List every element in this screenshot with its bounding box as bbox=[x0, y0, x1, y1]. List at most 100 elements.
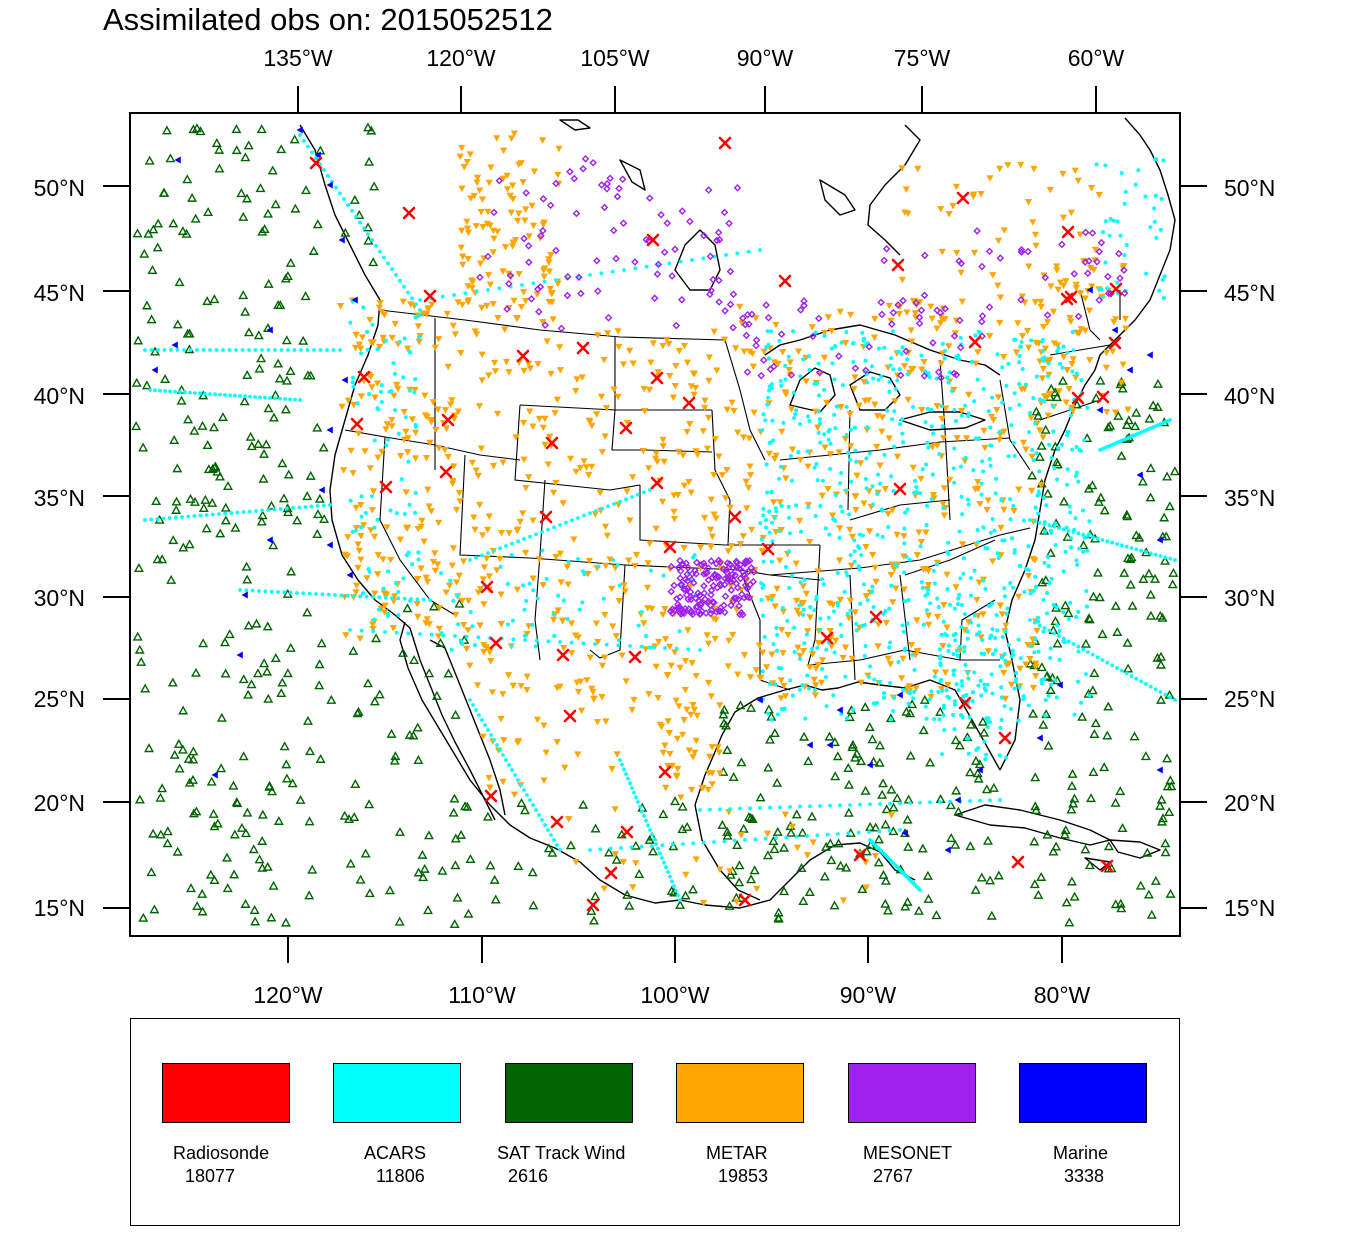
acars-marker bbox=[1110, 540, 1115, 545]
mesonet-marker bbox=[745, 593, 754, 602]
acars-marker bbox=[677, 629, 682, 634]
acars-marker bbox=[1045, 374, 1050, 379]
acars-marker bbox=[1000, 400, 1005, 405]
metar-marker bbox=[781, 389, 789, 396]
acars-marker bbox=[851, 341, 856, 346]
sat-track-wind-marker bbox=[449, 793, 460, 803]
mesonet-marker bbox=[707, 586, 716, 595]
acars-marker bbox=[339, 593, 344, 598]
mesonet-marker bbox=[733, 559, 741, 567]
mesonet-marker bbox=[674, 600, 682, 609]
marine-marker bbox=[174, 156, 181, 164]
sat-track-wind-marker bbox=[1080, 638, 1091, 648]
coastline bbox=[299, 124, 411, 629]
acars-marker bbox=[383, 338, 388, 343]
sat-track-wind-marker bbox=[873, 834, 884, 844]
sat-track-wind-marker bbox=[513, 861, 524, 871]
observations-layer bbox=[131, 122, 1180, 929]
acars-marker bbox=[1072, 712, 1077, 717]
metar-marker bbox=[1024, 641, 1032, 649]
sat-track-wind-marker bbox=[1063, 608, 1074, 618]
metar-marker bbox=[723, 467, 731, 474]
metar-marker bbox=[862, 544, 870, 551]
metar-marker bbox=[487, 164, 495, 172]
acars-marker bbox=[1042, 522, 1047, 526]
metar-marker bbox=[426, 439, 434, 447]
metar-marker bbox=[470, 514, 478, 521]
acars-marker bbox=[351, 375, 356, 380]
acars-marker bbox=[651, 645, 656, 650]
mesonet-marker bbox=[594, 287, 602, 295]
metar-marker bbox=[1063, 367, 1071, 374]
metar-marker bbox=[944, 682, 952, 689]
metar-marker bbox=[552, 479, 560, 487]
sat-track-wind-marker bbox=[222, 480, 233, 490]
acars-marker bbox=[396, 590, 401, 595]
acars-marker bbox=[838, 803, 842, 808]
sat-track-wind-marker bbox=[902, 896, 913, 906]
metar-marker bbox=[543, 338, 551, 345]
metar-marker bbox=[538, 137, 547, 144]
acars-marker bbox=[1143, 194, 1148, 199]
acars-marker bbox=[892, 409, 897, 414]
acars-marker bbox=[1103, 219, 1108, 224]
metar-marker bbox=[370, 533, 379, 541]
radiosonde-marker bbox=[778, 274, 792, 288]
radiosonde-marker bbox=[563, 709, 577, 723]
metar-marker bbox=[612, 633, 620, 640]
acars-marker bbox=[1082, 438, 1087, 443]
metar-marker bbox=[576, 678, 585, 686]
acars-marker bbox=[628, 781, 632, 786]
acars-marker bbox=[307, 591, 312, 596]
acars-marker bbox=[842, 589, 847, 594]
marine-marker bbox=[1126, 366, 1133, 374]
acars-marker bbox=[773, 682, 778, 687]
acars-marker bbox=[1086, 650, 1090, 654]
sat-track-wind-marker bbox=[423, 905, 434, 915]
sat-track-wind-marker bbox=[419, 863, 430, 873]
sat-track-wind-marker bbox=[1080, 844, 1091, 854]
metar-marker bbox=[873, 443, 881, 451]
mesonet-marker bbox=[1070, 270, 1079, 278]
mesonet-marker bbox=[674, 563, 683, 572]
acars-marker bbox=[1061, 527, 1066, 532]
metar-marker bbox=[802, 590, 810, 598]
metar-marker bbox=[796, 456, 805, 464]
metar-marker bbox=[363, 575, 371, 582]
acars-marker bbox=[1004, 611, 1009, 616]
acars-marker bbox=[999, 498, 1004, 503]
acars-marker bbox=[954, 682, 959, 687]
sat-track-wind-marker bbox=[255, 183, 266, 193]
metar-marker bbox=[448, 562, 456, 570]
acars-marker bbox=[1033, 574, 1038, 579]
acars-marker bbox=[617, 583, 622, 588]
sat-track-wind-marker bbox=[308, 245, 319, 255]
acars-marker bbox=[960, 683, 965, 688]
acars-marker bbox=[964, 692, 969, 697]
acars-marker bbox=[760, 428, 765, 433]
mesonet-marker bbox=[700, 589, 709, 597]
metar-marker bbox=[585, 557, 594, 565]
metar-marker bbox=[450, 415, 458, 423]
acars-marker bbox=[1068, 407, 1073, 412]
acars-marker bbox=[784, 565, 789, 570]
sat-track-wind-marker bbox=[345, 858, 356, 868]
acars-marker bbox=[1059, 442, 1064, 447]
sat-track-wind-marker bbox=[1042, 670, 1053, 680]
metar-marker bbox=[1081, 295, 1089, 302]
sat-track-wind-marker bbox=[241, 193, 252, 203]
metar-marker bbox=[920, 358, 928, 366]
acars-marker bbox=[453, 634, 457, 638]
acars-marker bbox=[947, 602, 952, 607]
acars-marker bbox=[321, 503, 326, 508]
metar-marker bbox=[1046, 186, 1054, 194]
acars-marker bbox=[676, 893, 680, 898]
sat-track-wind-marker bbox=[216, 712, 227, 722]
sat-track-wind-marker bbox=[880, 819, 891, 829]
radiosonde-marker bbox=[586, 898, 600, 912]
metar-marker bbox=[625, 557, 633, 564]
sat-track-wind-marker bbox=[779, 842, 790, 852]
acars-marker bbox=[390, 267, 394, 272]
metar-marker bbox=[533, 291, 541, 298]
acars-marker bbox=[293, 397, 297, 402]
